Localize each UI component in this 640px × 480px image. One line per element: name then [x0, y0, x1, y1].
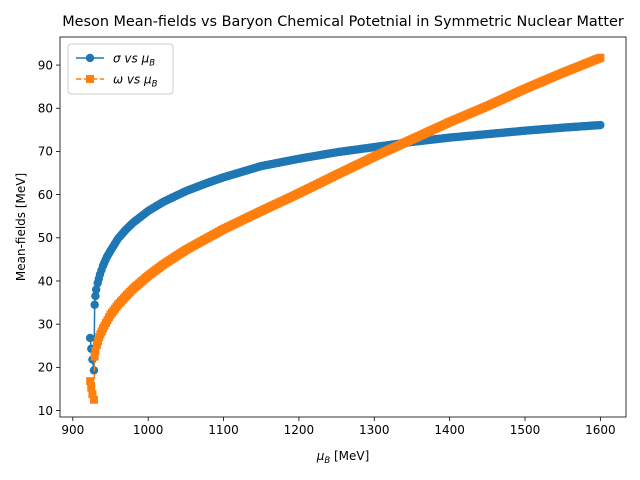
data-point: [89, 395, 98, 404]
y-axis: 10 20 30 40 50 60 70 80 90: [38, 58, 60, 418]
data-point: [91, 285, 101, 294]
y-tick-label: 40: [38, 274, 53, 288]
legend-marker: [85, 53, 95, 63]
data-point: [90, 300, 99, 309]
series-line: [89, 124, 601, 371]
y-tick-label: 50: [38, 231, 53, 245]
data-point: [596, 120, 605, 130]
y-tick-label: 80: [38, 102, 53, 116]
x-tick-label: 1400: [434, 423, 465, 437]
data-point: [91, 346, 100, 355]
legend: σ vs μB ω vs μB: [67, 43, 174, 95]
y-tick-label: 70: [38, 145, 53, 159]
legend-label: σ vs μB: [113, 51, 155, 68]
data-point: [91, 291, 100, 301]
y-tick-label: 60: [38, 188, 53, 202]
chart-title: Meson Mean-fields vs Baryon Chemical Pot…: [62, 14, 624, 30]
series-line: [89, 57, 601, 400]
series-omega: [86, 53, 605, 404]
legend-box: [67, 43, 174, 95]
x-tick-label: 1500: [510, 423, 541, 437]
data-point: [88, 390, 97, 399]
y-tick-label: 30: [38, 317, 53, 331]
x-tick-label: 1200: [284, 423, 315, 437]
data-point: [86, 377, 95, 386]
legend-label: ω vs μB: [113, 72, 158, 89]
plot-area: [85, 53, 605, 404]
legend-marker: [86, 75, 94, 83]
x-tick-label: 1100: [208, 423, 239, 437]
x-axis: 900 1000 1100 1200 1300 1400 1500 1600: [61, 417, 616, 437]
data-point: [87, 383, 96, 392]
y-axis-label: Mean-fields [MeV]: [14, 173, 28, 281]
data-point: [596, 53, 605, 62]
x-tick-label: 1000: [133, 423, 164, 437]
data-point: [90, 352, 99, 361]
y-tick-label: 90: [38, 58, 53, 72]
data-point: [85, 333, 95, 343]
x-tick-label: 1600: [585, 423, 616, 437]
x-tick-label: 1300: [359, 423, 390, 437]
x-tick-label: 900: [61, 423, 84, 437]
series-sigma: [85, 120, 605, 375]
axes-frame: [59, 36, 627, 418]
y-tick-label: 20: [38, 361, 53, 375]
x-axis-label: μB [MeV]: [316, 449, 370, 466]
y-tick-label: 10: [38, 404, 53, 418]
